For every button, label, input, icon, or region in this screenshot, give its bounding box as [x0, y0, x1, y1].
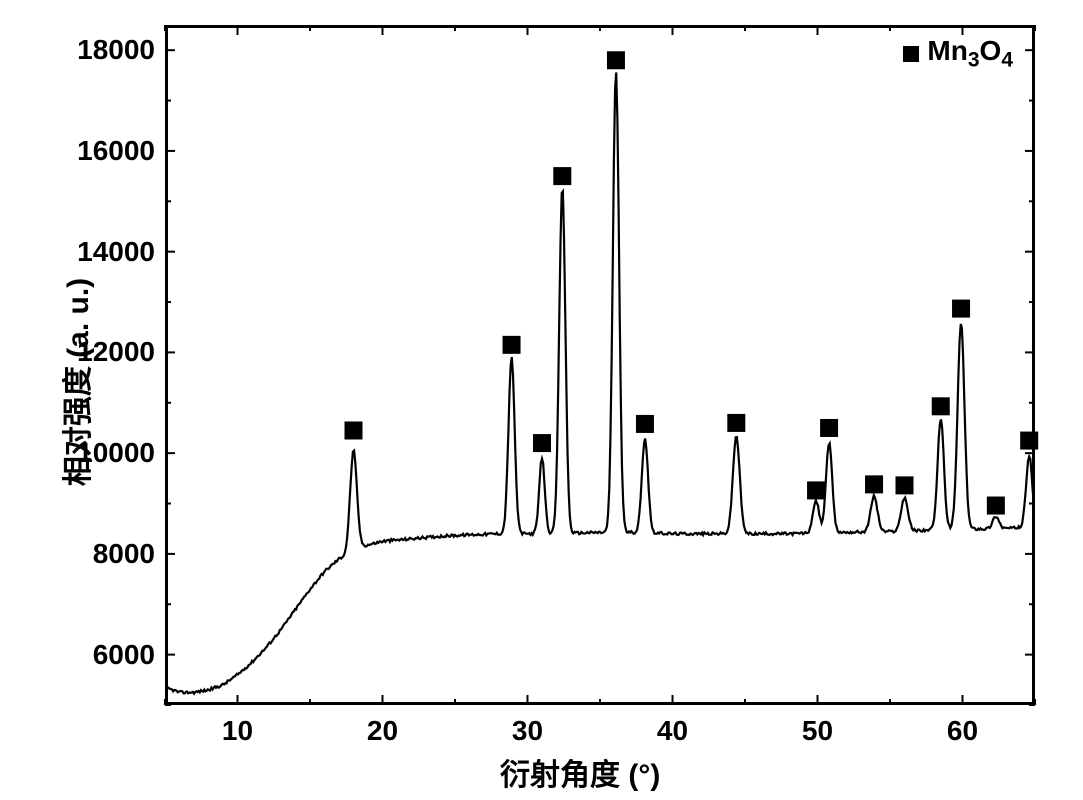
xrd-trace [165, 72, 1035, 693]
peak-marker-icon [636, 415, 654, 433]
peak-marker-icon [1020, 432, 1038, 450]
legend-text: Mn3O4 [927, 35, 1013, 73]
legend: Mn3O4 [903, 35, 1013, 73]
peak-marker-icon [987, 497, 1005, 515]
peak-marker-icon [820, 419, 838, 437]
peak-marker-icon [865, 475, 883, 493]
peak-marker-icon [952, 300, 970, 318]
peak-marker-icon [727, 414, 745, 432]
peak-marker-icon [345, 421, 363, 439]
peak-marker-icon [553, 167, 571, 185]
xrd-chart: 相对强度 (a. u.) 衍射角度 (°) 600080001000012000… [0, 0, 1083, 800]
peak-marker-icon [807, 481, 825, 499]
peak-marker-icon [533, 434, 551, 452]
peak-marker-icon [607, 51, 625, 69]
peak-marker-icon [503, 336, 521, 354]
plot-svg [0, 0, 1083, 800]
peak-marker-icon [896, 476, 914, 494]
peak-marker-icon [932, 397, 950, 415]
legend-marker-icon [903, 46, 919, 62]
